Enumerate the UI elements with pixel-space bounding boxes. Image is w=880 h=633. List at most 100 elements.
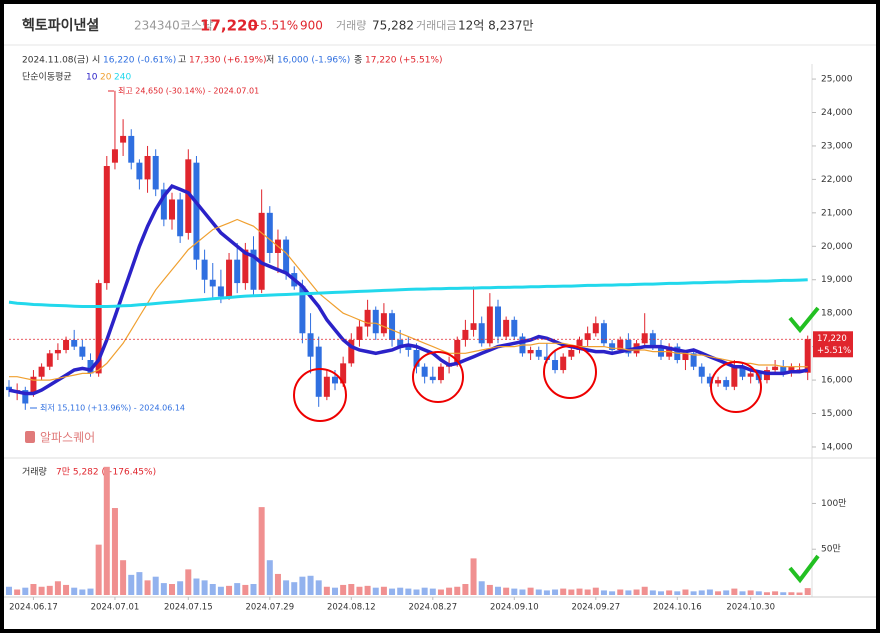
candle-body xyxy=(535,349,542,357)
volume-bar xyxy=(283,580,290,595)
volume-bar xyxy=(413,589,420,595)
candle-body xyxy=(217,286,224,297)
volume-bar xyxy=(14,589,21,595)
highlight-circle xyxy=(543,345,597,399)
volume-bar xyxy=(299,576,306,595)
volume-bar xyxy=(144,580,151,595)
candle-body xyxy=(177,199,184,237)
legend-entry: 20 xyxy=(100,73,112,83)
candle-body xyxy=(340,363,347,384)
x-tick-label: 2024.09.10 xyxy=(490,603,539,613)
volume-bar xyxy=(372,587,379,595)
volume-bar xyxy=(209,584,216,595)
volume-bar xyxy=(796,592,803,595)
y-tick-label: 23,000 xyxy=(821,141,853,151)
candle-body xyxy=(413,349,420,367)
y-tick-label: 16,000 xyxy=(821,376,853,386)
volume-tick-label: 100만 xyxy=(821,498,846,509)
y-tick-label: 15,000 xyxy=(821,409,853,419)
candle-body xyxy=(454,339,461,364)
volume-bar xyxy=(234,583,241,595)
y-tick-label: 21,000 xyxy=(821,208,853,218)
volume-bar xyxy=(429,588,436,595)
highlight-circle xyxy=(710,361,762,413)
y-tick-label: 14,000 xyxy=(821,442,853,452)
volume-bar xyxy=(568,589,575,595)
candle-body xyxy=(79,346,86,357)
candle-body xyxy=(372,309,379,334)
candle-body xyxy=(527,349,534,354)
check-mark xyxy=(788,554,820,584)
volume-bar xyxy=(535,589,542,595)
volume-bar xyxy=(446,587,453,595)
volume-bar xyxy=(804,588,811,595)
volume-bar xyxy=(185,569,192,595)
volume-bar xyxy=(641,586,648,595)
volume-bar xyxy=(690,591,697,595)
volume-bar xyxy=(747,590,754,595)
candle-body xyxy=(470,323,477,330)
volume-bar xyxy=(763,592,770,595)
candle-body xyxy=(796,369,803,371)
info-high: 17,330 (+6.19%) xyxy=(189,56,267,66)
legend-entry: 10 xyxy=(86,73,98,83)
volume-bar xyxy=(250,584,257,595)
candle-body xyxy=(332,376,338,384)
candle-body xyxy=(250,249,257,290)
volume-bar xyxy=(120,560,127,595)
stock-code: 234340 xyxy=(134,19,180,33)
volume-bar xyxy=(519,589,526,595)
candle-body xyxy=(780,366,787,374)
candle-body xyxy=(299,286,306,334)
volume-bar xyxy=(405,588,412,595)
y-tick-label: 24,000 xyxy=(821,108,853,118)
volume-bar xyxy=(356,586,363,595)
price: 17,220 xyxy=(200,17,258,35)
watermark-icon xyxy=(25,431,35,443)
x-tick-label: 2024.07.15 xyxy=(164,603,213,613)
candle-body xyxy=(258,212,265,290)
candle-body xyxy=(429,376,436,381)
candle-body xyxy=(38,366,45,377)
last-change-label: +5.51% xyxy=(817,346,851,356)
volume-bar xyxy=(617,589,624,595)
volume-bar xyxy=(625,590,632,595)
candle-body xyxy=(706,376,713,384)
candle-body xyxy=(87,360,94,374)
volume-bar xyxy=(111,508,118,595)
candle-body xyxy=(690,353,697,367)
volume-bar xyxy=(698,590,705,595)
volume-bar xyxy=(495,586,501,595)
volume-bar xyxy=(755,591,762,595)
candle-body xyxy=(120,135,127,143)
volume-bar xyxy=(315,580,322,595)
info-open-label: 시 xyxy=(92,55,100,66)
candle-body xyxy=(723,380,730,387)
volume-bar xyxy=(79,589,86,595)
y-tick-label: 20,000 xyxy=(821,242,853,252)
candle-body xyxy=(30,376,37,394)
volume-bar xyxy=(348,584,355,595)
volume-tick-label: 50만 xyxy=(821,544,841,555)
candle-body xyxy=(576,339,583,350)
candle-body xyxy=(209,279,216,287)
candle-body xyxy=(234,259,241,284)
info-open: 16,220 (-0.61%) xyxy=(103,56,176,66)
info-low-label: 저 xyxy=(266,55,274,66)
candle-body xyxy=(405,346,412,350)
candle-body xyxy=(600,323,607,344)
candle-body xyxy=(503,319,510,337)
amount: 12억 8,237만 xyxy=(458,19,534,33)
candle-body xyxy=(46,353,53,367)
moving-average-line xyxy=(9,218,808,381)
volume-bar xyxy=(706,589,713,595)
volume-bar xyxy=(674,591,681,595)
highlight-circle xyxy=(293,368,347,422)
candle-body xyxy=(356,326,363,340)
candle-body xyxy=(682,353,689,361)
candle-body xyxy=(54,349,61,354)
volume-bar xyxy=(592,587,599,595)
info-close-label: 종 xyxy=(354,55,362,66)
